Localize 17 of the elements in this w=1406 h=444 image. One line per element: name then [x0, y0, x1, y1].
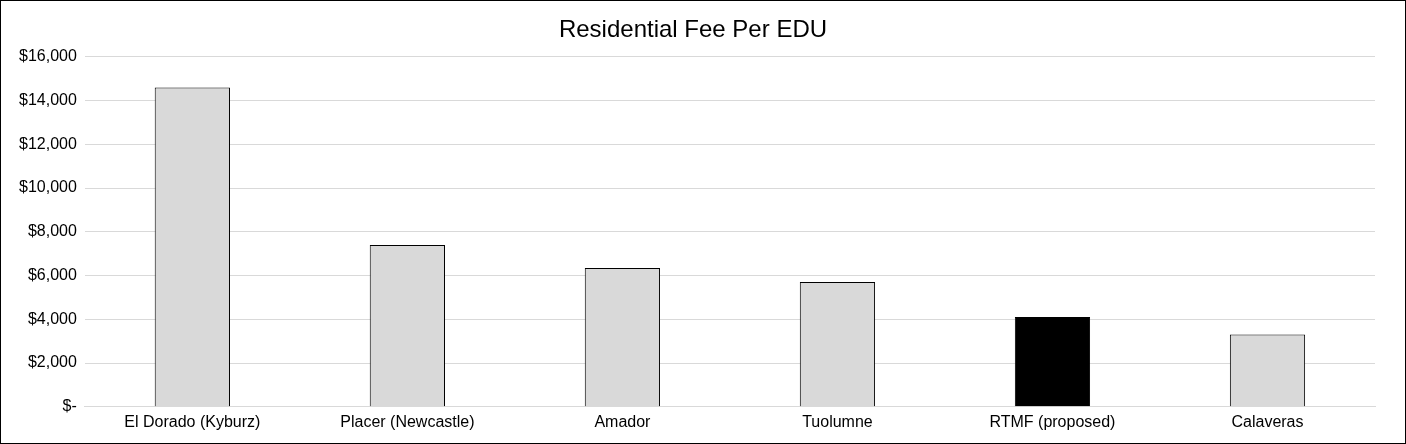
x-tick-label: El Dorado (Kyburz) — [124, 412, 261, 430]
y-tick-label: $16,000 — [18, 47, 77, 65]
y-tick-label: $10,000 — [18, 178, 77, 196]
x-tick-label: RTMF (proposed) — [989, 412, 1116, 430]
x-tick-label: Calaveras — [1231, 412, 1304, 430]
y-tick-label: $2,000 — [27, 353, 77, 371]
x-tick-label: Amador — [594, 412, 652, 430]
x-tick-label: Placer (Newcastle) — [340, 412, 475, 430]
y-tick-label: $6,000 — [27, 265, 77, 283]
y-tick-label: $12,000 — [18, 134, 77, 152]
y-tick-label: $- — [62, 397, 77, 415]
y-tick-label: $4,000 — [27, 309, 77, 327]
x-tick-label: Tuolumne — [802, 412, 873, 430]
y-tick-label: $8,000 — [27, 222, 77, 240]
y-tick-label: $14,000 — [18, 90, 77, 108]
chart-title: Residential Fee Per EDU — [558, 15, 828, 43]
bar — [1014, 317, 1091, 407]
